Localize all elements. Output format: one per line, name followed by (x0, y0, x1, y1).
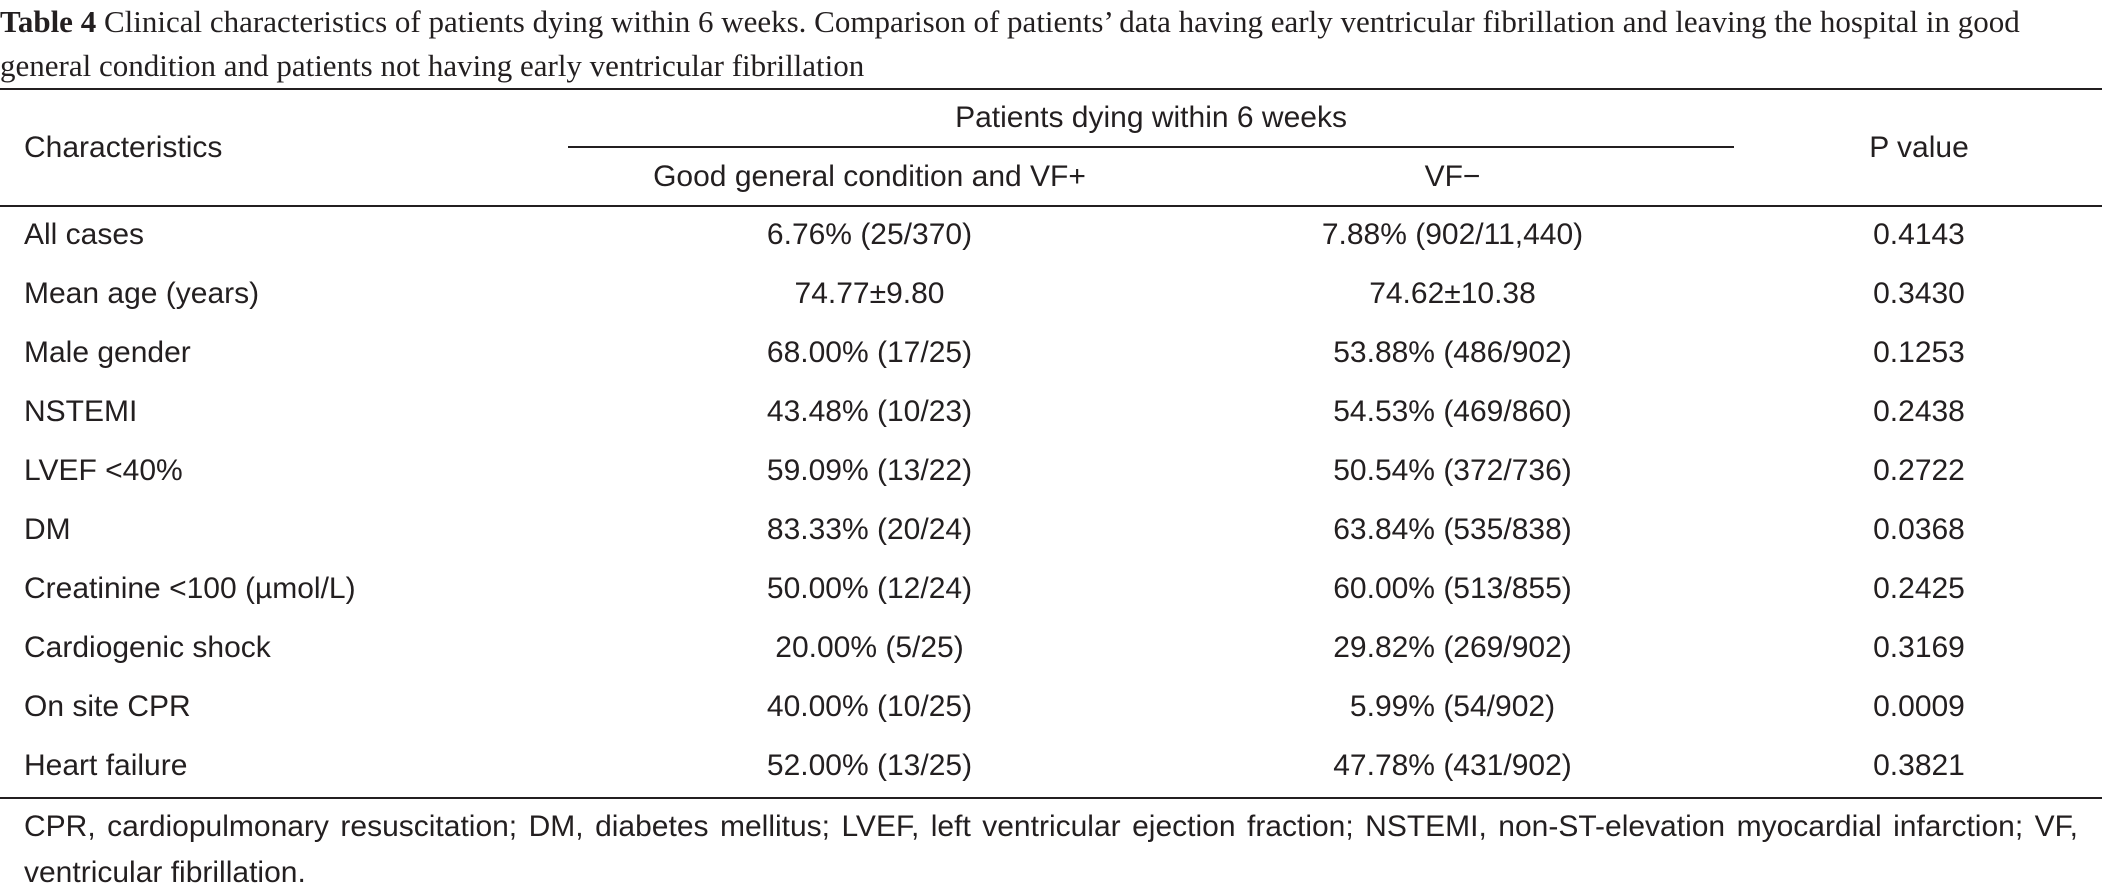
row-label: NSTEMI (24, 395, 138, 428)
table-footnote: CPR, cardiopulmonary resuscitation; DM, … (24, 810, 2078, 889)
row-label: Heart failure (24, 749, 188, 782)
row-label: All cases (24, 218, 145, 251)
table-bottom-rule (0, 797, 2102, 799)
row-label: DM (24, 513, 71, 546)
row-label: Male gender (24, 336, 191, 369)
cell-p-value: 0.0368 (1873, 513, 1965, 546)
row-label: Creatinine <100 (µmol/L) (24, 572, 356, 605)
cell-vf-minus: 47.78% (431/902) (1333, 749, 1572, 782)
cell-p-value: 0.0009 (1873, 690, 1965, 723)
cell-p-value: 0.3169 (1873, 631, 1965, 664)
header-col-vf-plus: Good general condition and VF+ (653, 160, 1086, 193)
table-caption: Table 4 Clinical characteristics of pati… (0, 0, 2102, 88)
cell-vf-minus: 7.88% (902/11,440) (1321, 218, 1584, 251)
table-caption-label: Table 4 (0, 4, 97, 39)
row-label: On site CPR (24, 690, 191, 723)
row-label: Mean age (years) (24, 277, 260, 310)
header-group-rule (568, 146, 1734, 148)
cell-vf-plus: 52.00% (13/25) (766, 749, 973, 782)
cell-p-value: 0.3821 (1873, 749, 1965, 782)
cell-vf-minus: 53.88% (486/902) (1333, 336, 1572, 369)
cell-vf-plus: 59.09% (13/22) (766, 454, 973, 487)
cell-p-value: 0.2438 (1873, 395, 1965, 428)
cell-vf-plus: 50.00% (12/24) (766, 572, 973, 605)
cell-p-value: 0.2425 (1873, 572, 1965, 605)
cell-p-value: 0.2722 (1873, 454, 1965, 487)
row-label: LVEF <40% (24, 454, 183, 487)
table-top-rule (0, 88, 2102, 90)
cell-vf-plus: 6.76% (25/370) (766, 218, 973, 251)
cell-p-value: 0.3430 (1873, 277, 1965, 310)
cell-vf-minus: 5.99% (54/902) (1349, 690, 1556, 723)
cell-vf-minus: 29.82% (269/902) (1333, 631, 1572, 664)
cell-vf-minus: 63.84% (535/838) (1333, 513, 1572, 546)
header-group: Patients dying within 6 weeks (955, 101, 1347, 134)
cell-vf-plus: 43.48% (10/23) (766, 395, 973, 428)
cell-vf-plus: 20.00% (5/25) (775, 631, 964, 664)
cell-vf-plus: 68.00% (17/25) (766, 336, 973, 369)
cell-p-value: 0.1253 (1873, 336, 1965, 369)
cell-vf-plus: 74.77±9.80 (794, 277, 945, 310)
table-header-rule (0, 205, 2102, 207)
cell-vf-minus: 74.62±10.38 (1369, 277, 1536, 310)
cell-vf-plus: 40.00% (10/25) (766, 690, 973, 723)
header-col-vf-minus: VF− (1424, 160, 1481, 193)
cell-vf-plus: 83.33% (20/24) (766, 513, 973, 546)
table-caption-text: Clinical characteristics of patients dyi… (0, 4, 2020, 83)
row-label: Cardiogenic shock (24, 631, 271, 664)
cell-vf-minus: 60.00% (513/855) (1333, 572, 1572, 605)
header-characteristics: Characteristics (24, 131, 223, 164)
cell-p-value: 0.4143 (1873, 218, 1965, 251)
cell-vf-minus: 50.54% (372/736) (1333, 454, 1572, 487)
header-p-value: P value (1869, 131, 1969, 164)
cell-vf-minus: 54.53% (469/860) (1333, 395, 1572, 428)
